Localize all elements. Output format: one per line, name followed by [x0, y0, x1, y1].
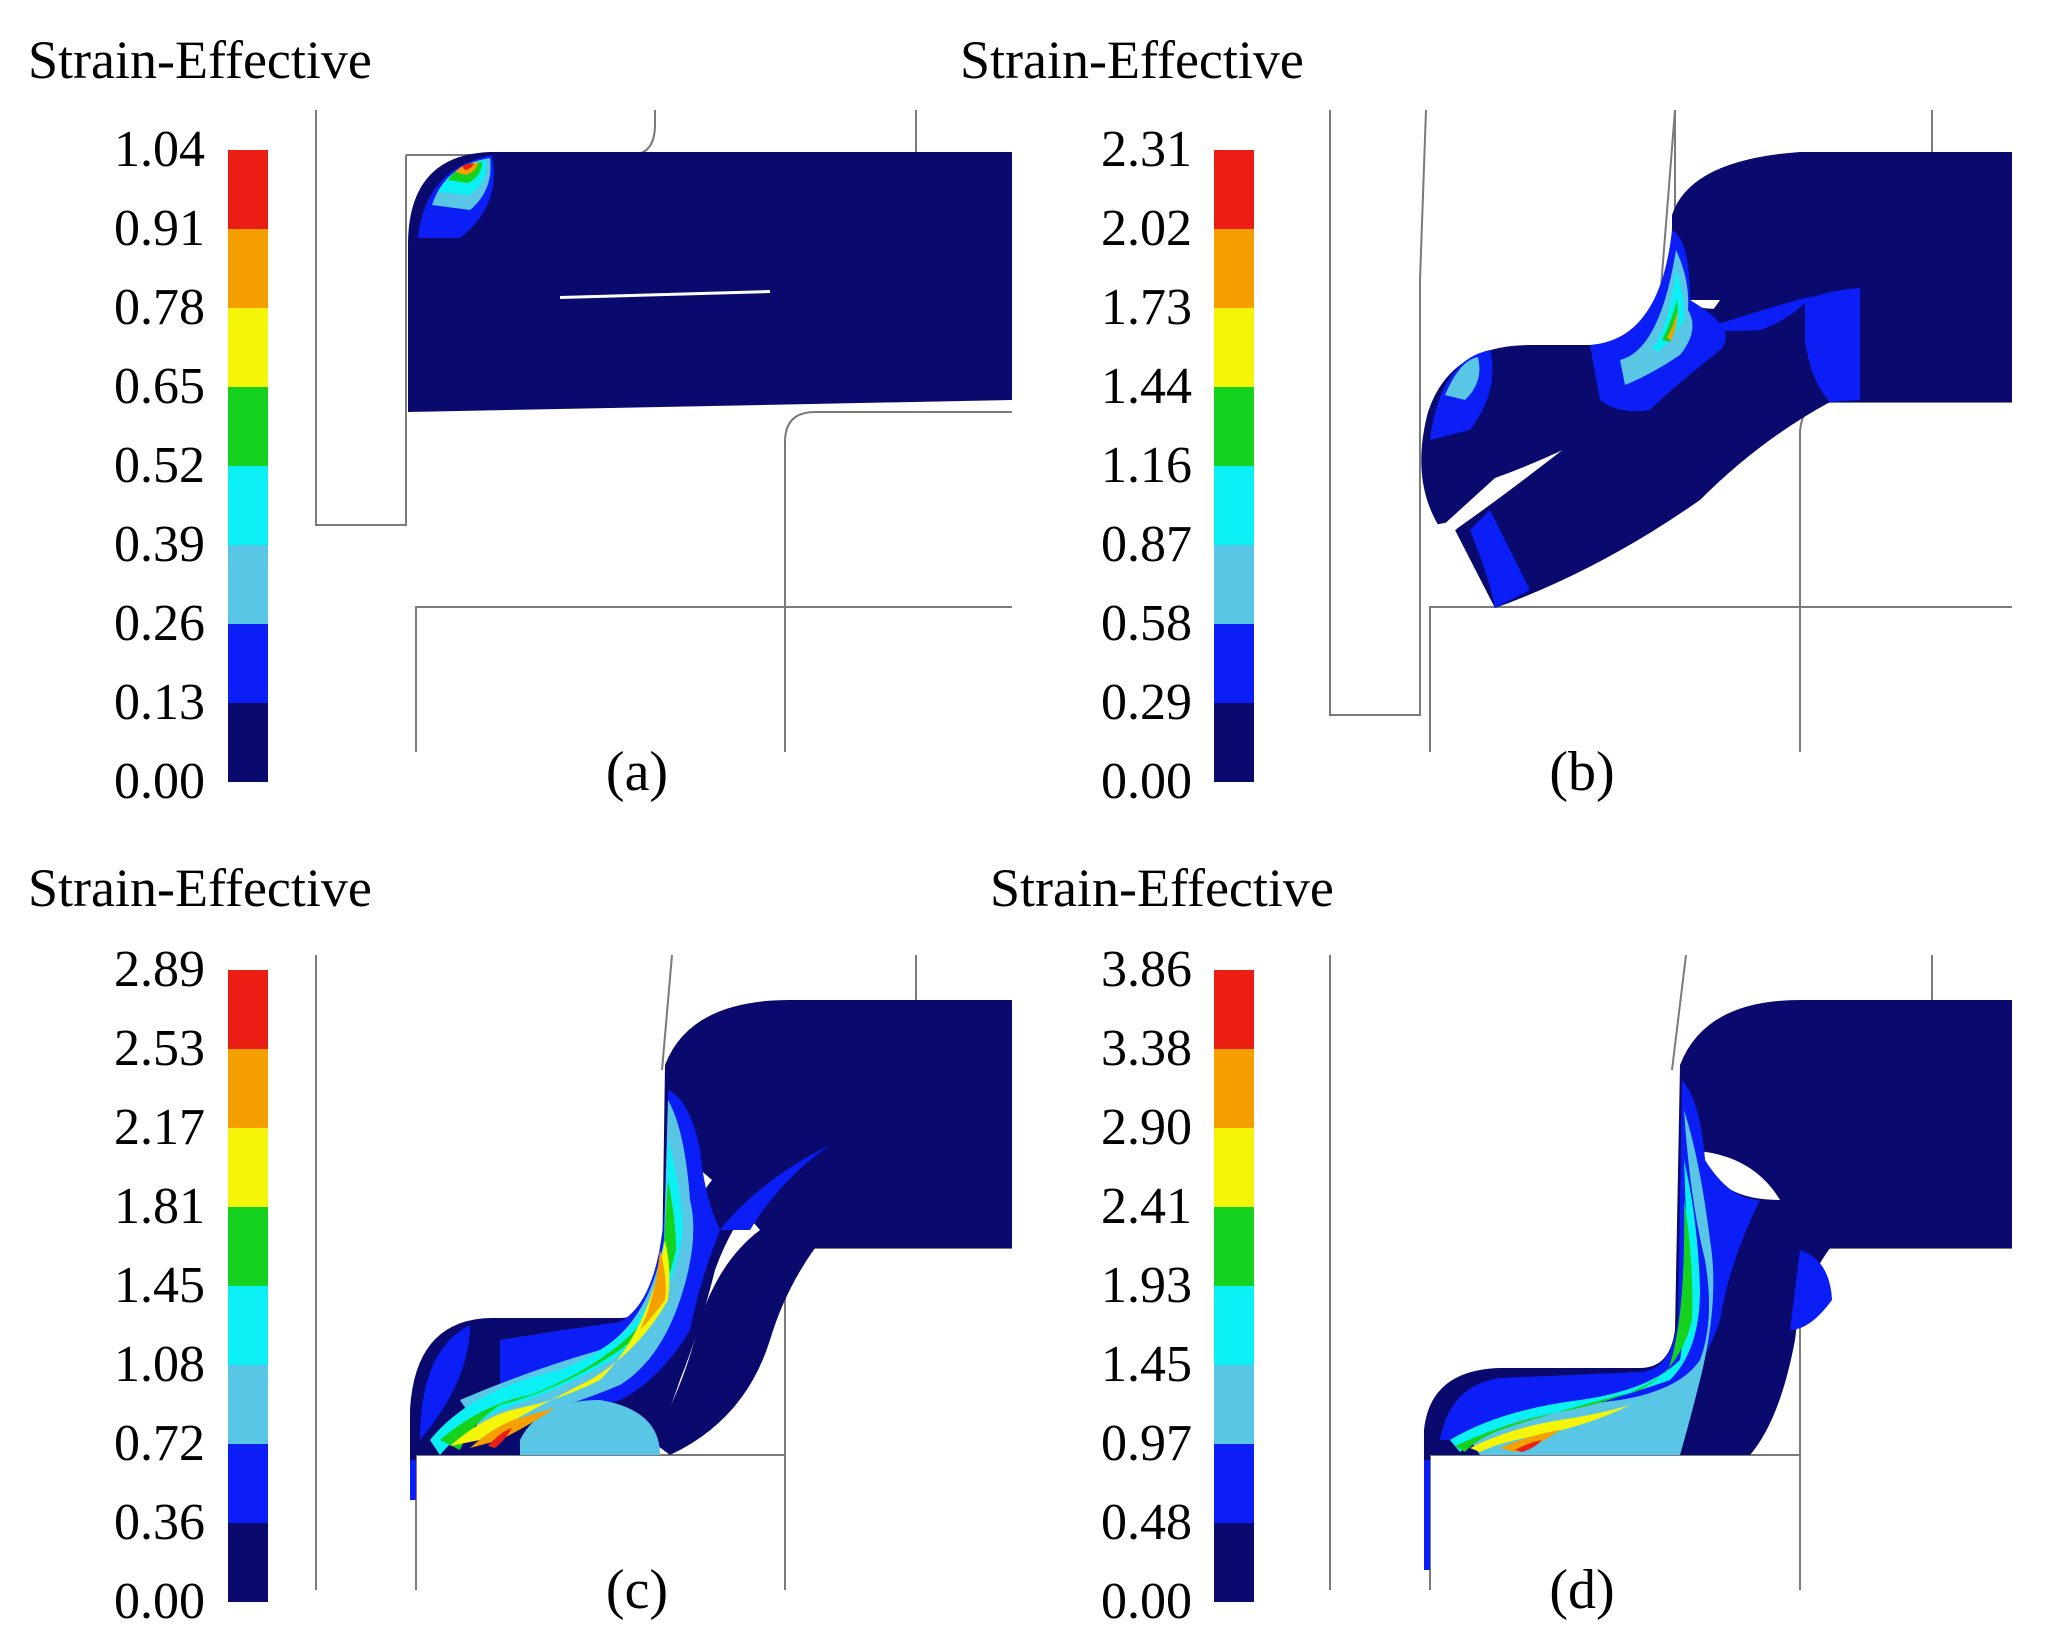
panel-b-tick: 0.29 — [1101, 674, 1192, 731]
colorbar-segment — [228, 1444, 268, 1523]
panel-a-tick: 0.00 — [114, 753, 205, 810]
panel-a-colorbar — [228, 150, 268, 782]
panel-c-workpiece — [410, 1000, 1012, 1500]
panel-c-colorbar — [228, 970, 268, 1602]
colorbar-segment — [1214, 1128, 1254, 1207]
colorbar-segment — [228, 624, 268, 703]
panel-b-tick: 2.02 — [1101, 200, 1192, 257]
panel-c-tick: 1.81 — [114, 1178, 205, 1235]
colorbar-segment — [228, 308, 268, 387]
panel-b-workpiece — [1421, 152, 2012, 608]
colorbar-segment — [1214, 229, 1254, 308]
panel-a-tick: 0.91 — [114, 200, 205, 257]
colorbar-segment — [1214, 1049, 1254, 1128]
colorbar-segment — [1214, 970, 1254, 1049]
panel-a-workpiece — [408, 152, 1012, 412]
colorbar-segment — [1214, 308, 1254, 387]
panel-d-tick: 2.41 — [1101, 1178, 1192, 1235]
panel-a-tick: 0.13 — [114, 674, 205, 731]
colorbar-segment — [1214, 1365, 1254, 1444]
panel-c-caption: (c) — [606, 1559, 668, 1621]
panel-c-tick: 1.08 — [114, 1336, 205, 1393]
panel-a-tick: 1.04 — [114, 121, 205, 178]
panel-b-caption: (b) — [1549, 741, 1614, 803]
panel-b-tick: 2.31 — [1101, 121, 1192, 178]
colorbar-segment — [228, 1365, 268, 1444]
panel-d-tick: 2.90 — [1101, 1099, 1192, 1156]
panel-b-title: Strain-Effective — [960, 30, 1304, 90]
colorbar-segment — [1214, 150, 1254, 229]
panel-c-title: Strain-Effective — [28, 858, 372, 918]
colorbar-segment — [1214, 1523, 1254, 1602]
panel-b-tick: 1.73 — [1101, 279, 1192, 336]
panel-a-tick: 0.78 — [114, 279, 205, 336]
panel-d-tick: 0.97 — [1101, 1415, 1192, 1472]
panel-b-tick: 1.44 — [1101, 358, 1192, 415]
panel-c: Strain-Effective 2.89 2.53 2.17 1.81 1.4… — [28, 858, 1012, 1630]
colorbar-segment — [1214, 387, 1254, 466]
panel-c-tick: 0.36 — [114, 1494, 205, 1551]
panel-d-tick: 1.93 — [1101, 1257, 1192, 1314]
panel-d-tick: 0.00 — [1101, 1573, 1192, 1630]
panel-b-tick: 0.00 — [1101, 753, 1192, 810]
panel-b-tick: 0.58 — [1101, 595, 1192, 652]
colorbar-segment — [228, 1049, 268, 1128]
panel-d-workpiece — [1424, 1000, 2012, 1570]
panel-c-tick: 2.89 — [114, 941, 205, 998]
panel-b-colorbar — [1214, 150, 1254, 782]
colorbar-segment — [228, 1523, 268, 1602]
panel-a-tick: 0.52 — [114, 437, 205, 494]
colorbar-segment — [228, 1207, 268, 1286]
panel-b: Strain-Effective 2.31 2.02 1.73 1.44 1.1… — [960, 30, 2012, 810]
colorbar-segment — [1214, 703, 1254, 782]
panel-d-tick: 3.38 — [1101, 1020, 1192, 1077]
panel-c-tick: 1.45 — [114, 1257, 205, 1314]
colorbar-segment — [228, 970, 268, 1049]
panel-a-tick-labels: 1.04 0.91 0.78 0.65 0.52 0.39 0.26 0.13 … — [114, 121, 205, 810]
colorbar-segment — [1214, 466, 1254, 545]
panel-a-caption: (a) — [606, 741, 668, 803]
panel-d-tick-labels: 3.86 3.38 2.90 2.41 1.93 1.45 0.97 0.48 … — [1101, 941, 1192, 1630]
panel-c-tick-labels: 2.89 2.53 2.17 1.81 1.45 1.08 0.72 0.36 … — [114, 941, 205, 1630]
panel-b-tick: 1.16 — [1101, 437, 1192, 494]
panel-b-tick: 0.87 — [1101, 516, 1192, 573]
panel-a: Strain-Effective 1.04 0.91 0.78 0.65 0.5… — [28, 30, 1012, 810]
panel-d-tick: 3.86 — [1101, 941, 1192, 998]
panel-a-title: Strain-Effective — [28, 30, 372, 90]
colorbar-segment — [1214, 1207, 1254, 1286]
colorbar-segment — [228, 387, 268, 466]
colorbar-segment — [228, 229, 268, 308]
panel-d-caption: (d) — [1549, 1559, 1614, 1621]
panel-a-tick: 0.39 — [114, 516, 205, 573]
colorbar-segment — [228, 703, 268, 782]
colorbar-segment — [1214, 1444, 1254, 1523]
panel-a-tick: 0.65 — [114, 358, 205, 415]
colorbar-segment — [1214, 1286, 1254, 1365]
colorbar-segment — [228, 1286, 268, 1365]
colorbar-segment — [1214, 545, 1254, 624]
colorbar-segment — [228, 1128, 268, 1207]
panel-c-tick: 2.17 — [114, 1099, 205, 1156]
colorbar-segment — [1214, 624, 1254, 703]
colorbar-segment — [228, 545, 268, 624]
panel-c-tick: 2.53 — [114, 1020, 205, 1077]
panel-b-tick-labels: 2.31 2.02 1.73 1.44 1.16 0.87 0.58 0.29 … — [1101, 121, 1192, 810]
panel-d-colorbar — [1214, 970, 1254, 1602]
panel-d-tick: 1.45 — [1101, 1336, 1192, 1393]
panel-a-tick: 0.26 — [114, 595, 205, 652]
panel-c-tick: 0.00 — [114, 1573, 205, 1630]
panel-d: Strain-Effective 3.86 3.38 2.90 2.41 1.9… — [990, 858, 2012, 1630]
colorbar-segment — [228, 466, 268, 545]
panel-d-tick: 0.48 — [1101, 1494, 1192, 1551]
panel-c-tick: 0.72 — [114, 1415, 205, 1472]
colorbar-segment — [228, 150, 268, 229]
panel-d-title: Strain-Effective — [990, 858, 1334, 918]
